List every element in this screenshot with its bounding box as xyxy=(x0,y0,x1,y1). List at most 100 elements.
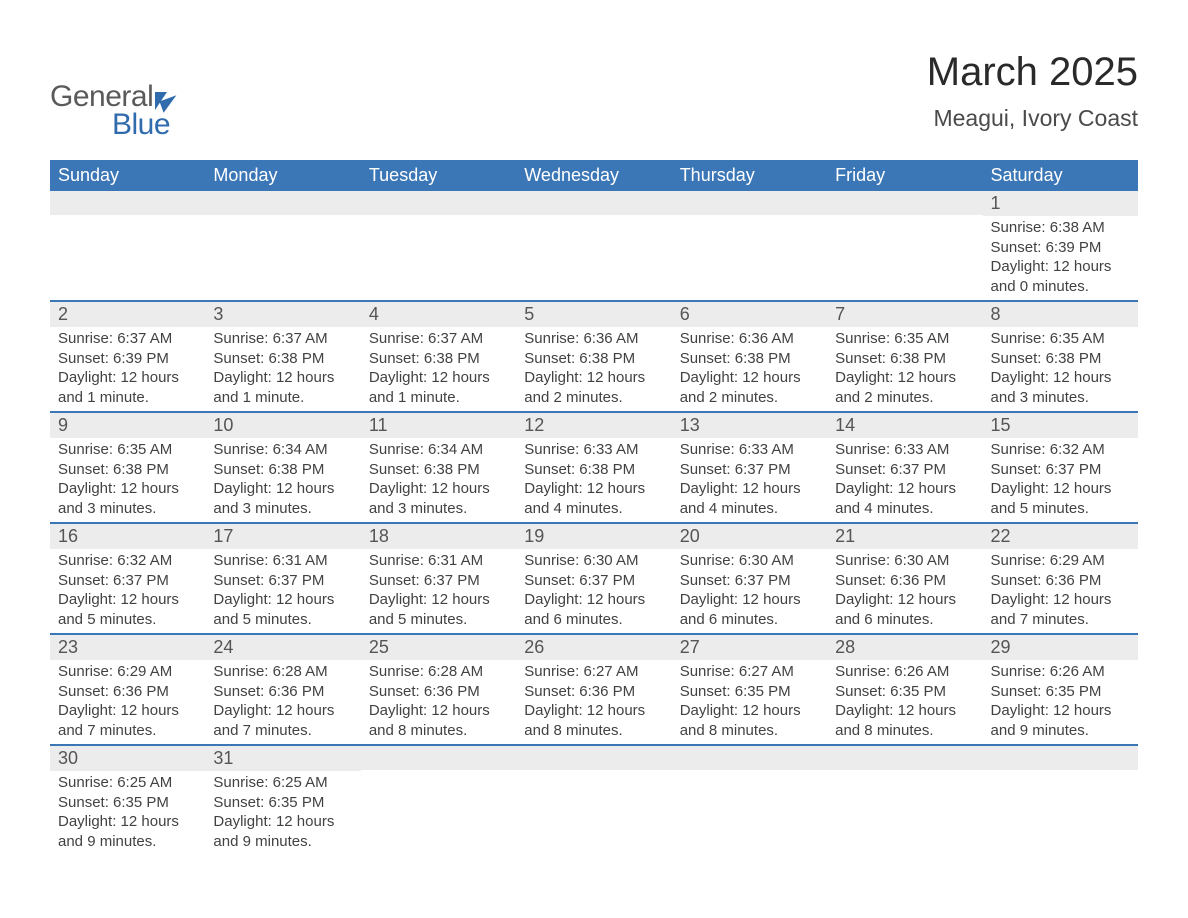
day-detail-line: Sunrise: 6:30 AM xyxy=(835,551,974,571)
day-details: Sunrise: 6:25 AMSunset: 6:35 PMDaylight:… xyxy=(50,771,205,855)
day-detail-line: Sunrise: 6:34 AM xyxy=(369,440,508,460)
day-detail-line: Sunset: 6:36 PM xyxy=(213,682,352,702)
day-detail-line: Sunset: 6:36 PM xyxy=(369,682,508,702)
day-number xyxy=(516,746,671,770)
day-detail-line: Sunset: 6:37 PM xyxy=(680,571,819,591)
day-detail-line: Sunset: 6:37 PM xyxy=(369,571,508,591)
month-title: March 2025 xyxy=(927,50,1138,95)
calendar-cell xyxy=(672,191,827,301)
calendar-cell: 24Sunrise: 6:28 AMSunset: 6:36 PMDayligh… xyxy=(205,634,360,745)
day-detail-line: Sunset: 6:37 PM xyxy=(680,460,819,480)
day-details: Sunrise: 6:33 AMSunset: 6:37 PMDaylight:… xyxy=(672,438,827,522)
day-header: Monday xyxy=(205,160,360,191)
calendar-cell: 7Sunrise: 6:35 AMSunset: 6:38 PMDaylight… xyxy=(827,301,982,412)
day-details: Sunrise: 6:26 AMSunset: 6:35 PMDaylight:… xyxy=(827,660,982,744)
day-detail-line: Sunrise: 6:29 AM xyxy=(991,551,1130,571)
day-details xyxy=(361,215,516,235)
day-number: 21 xyxy=(827,524,982,549)
day-number: 20 xyxy=(672,524,827,549)
day-detail-line: Daylight: 12 hours and 3 minutes. xyxy=(369,479,508,518)
day-number xyxy=(361,191,516,215)
day-details: Sunrise: 6:27 AMSunset: 6:36 PMDaylight:… xyxy=(516,660,671,744)
calendar-cell: 14Sunrise: 6:33 AMSunset: 6:37 PMDayligh… xyxy=(827,412,982,523)
calendar-cell: 29Sunrise: 6:26 AMSunset: 6:35 PMDayligh… xyxy=(983,634,1138,745)
day-number xyxy=(205,191,360,215)
day-number: 8 xyxy=(983,302,1138,327)
day-detail-line: Sunrise: 6:31 AM xyxy=(213,551,352,571)
calendar-cell: 8Sunrise: 6:35 AMSunset: 6:38 PMDaylight… xyxy=(983,301,1138,412)
day-detail-line: Sunset: 6:37 PM xyxy=(58,571,197,591)
day-details: Sunrise: 6:36 AMSunset: 6:38 PMDaylight:… xyxy=(672,327,827,411)
day-detail-line: Daylight: 12 hours and 7 minutes. xyxy=(991,590,1130,629)
day-number: 25 xyxy=(361,635,516,660)
day-detail-line: Sunset: 6:38 PM xyxy=(213,460,352,480)
day-details xyxy=(672,215,827,235)
day-number: 27 xyxy=(672,635,827,660)
day-detail-line: Sunrise: 6:36 AM xyxy=(680,329,819,349)
day-detail-line: Sunrise: 6:33 AM xyxy=(524,440,663,460)
calendar-cell: 13Sunrise: 6:33 AMSunset: 6:37 PMDayligh… xyxy=(672,412,827,523)
day-details xyxy=(50,215,205,235)
calendar-cell: 30Sunrise: 6:25 AMSunset: 6:35 PMDayligh… xyxy=(50,745,205,855)
day-detail-line: Sunset: 6:38 PM xyxy=(369,349,508,369)
day-detail-line: Sunrise: 6:29 AM xyxy=(58,662,197,682)
logo: General Blue xyxy=(50,50,179,142)
day-detail-line: Sunrise: 6:35 AM xyxy=(991,329,1130,349)
day-detail-line: Sunset: 6:38 PM xyxy=(524,349,663,369)
day-detail-line: Daylight: 12 hours and 8 minutes. xyxy=(369,701,508,740)
day-number: 22 xyxy=(983,524,1138,549)
day-details: Sunrise: 6:30 AMSunset: 6:37 PMDaylight:… xyxy=(672,549,827,633)
day-details: Sunrise: 6:32 AMSunset: 6:37 PMDaylight:… xyxy=(50,549,205,633)
day-detail-line: Daylight: 12 hours and 2 minutes. xyxy=(835,368,974,407)
day-detail-line: Sunset: 6:35 PM xyxy=(213,793,352,813)
day-detail-line: Sunrise: 6:25 AM xyxy=(58,773,197,793)
day-detail-line: Sunrise: 6:37 AM xyxy=(369,329,508,349)
day-detail-line: Daylight: 12 hours and 5 minutes. xyxy=(369,590,508,629)
day-detail-line: Sunset: 6:38 PM xyxy=(369,460,508,480)
day-detail-line: Sunset: 6:37 PM xyxy=(524,571,663,591)
day-header: Tuesday xyxy=(361,160,516,191)
day-detail-line: Sunset: 6:38 PM xyxy=(680,349,819,369)
calendar-week-row: 16Sunrise: 6:32 AMSunset: 6:37 PMDayligh… xyxy=(50,523,1138,634)
day-detail-line: Sunrise: 6:36 AM xyxy=(524,329,663,349)
day-detail-line: Sunset: 6:36 PM xyxy=(524,682,663,702)
day-details xyxy=(205,215,360,235)
day-detail-line: Sunset: 6:36 PM xyxy=(991,571,1130,591)
day-detail-line: Sunset: 6:37 PM xyxy=(213,571,352,591)
day-number: 14 xyxy=(827,413,982,438)
day-detail-line: Daylight: 12 hours and 6 minutes. xyxy=(524,590,663,629)
day-detail-line: Sunset: 6:38 PM xyxy=(58,460,197,480)
calendar-cell: 19Sunrise: 6:30 AMSunset: 6:37 PMDayligh… xyxy=(516,523,671,634)
calendar-cell: 22Sunrise: 6:29 AMSunset: 6:36 PMDayligh… xyxy=(983,523,1138,634)
day-details: Sunrise: 6:30 AMSunset: 6:37 PMDaylight:… xyxy=(516,549,671,633)
calendar-cell: 26Sunrise: 6:27 AMSunset: 6:36 PMDayligh… xyxy=(516,634,671,745)
day-detail-line: Sunrise: 6:35 AM xyxy=(58,440,197,460)
day-details: Sunrise: 6:31 AMSunset: 6:37 PMDaylight:… xyxy=(361,549,516,633)
day-detail-line: Sunrise: 6:27 AM xyxy=(524,662,663,682)
day-details: Sunrise: 6:35 AMSunset: 6:38 PMDaylight:… xyxy=(50,438,205,522)
location-subtitle: Meagui, Ivory Coast xyxy=(927,105,1138,132)
calendar-cell: 18Sunrise: 6:31 AMSunset: 6:37 PMDayligh… xyxy=(361,523,516,634)
day-number xyxy=(516,191,671,215)
calendar-cell: 6Sunrise: 6:36 AMSunset: 6:38 PMDaylight… xyxy=(672,301,827,412)
day-header: Saturday xyxy=(983,160,1138,191)
day-details: Sunrise: 6:29 AMSunset: 6:36 PMDaylight:… xyxy=(983,549,1138,633)
day-detail-line: Sunrise: 6:28 AM xyxy=(369,662,508,682)
day-detail-line: Daylight: 12 hours and 5 minutes. xyxy=(58,590,197,629)
day-details: Sunrise: 6:29 AMSunset: 6:36 PMDaylight:… xyxy=(50,660,205,744)
header-block: General Blue March 2025 Meagui, Ivory Co… xyxy=(50,50,1138,142)
day-number xyxy=(983,746,1138,770)
day-header: Sunday xyxy=(50,160,205,191)
calendar-cell xyxy=(672,745,827,855)
calendar-cell xyxy=(516,191,671,301)
day-details xyxy=(361,770,516,790)
day-detail-line: Sunrise: 6:28 AM xyxy=(213,662,352,682)
day-detail-line: Sunrise: 6:37 AM xyxy=(213,329,352,349)
day-detail-line: Daylight: 12 hours and 4 minutes. xyxy=(835,479,974,518)
day-detail-line: Sunrise: 6:26 AM xyxy=(835,662,974,682)
calendar-cell xyxy=(50,191,205,301)
day-number: 12 xyxy=(516,413,671,438)
day-number: 23 xyxy=(50,635,205,660)
day-details: Sunrise: 6:35 AMSunset: 6:38 PMDaylight:… xyxy=(983,327,1138,411)
day-detail-line: Sunset: 6:37 PM xyxy=(835,460,974,480)
